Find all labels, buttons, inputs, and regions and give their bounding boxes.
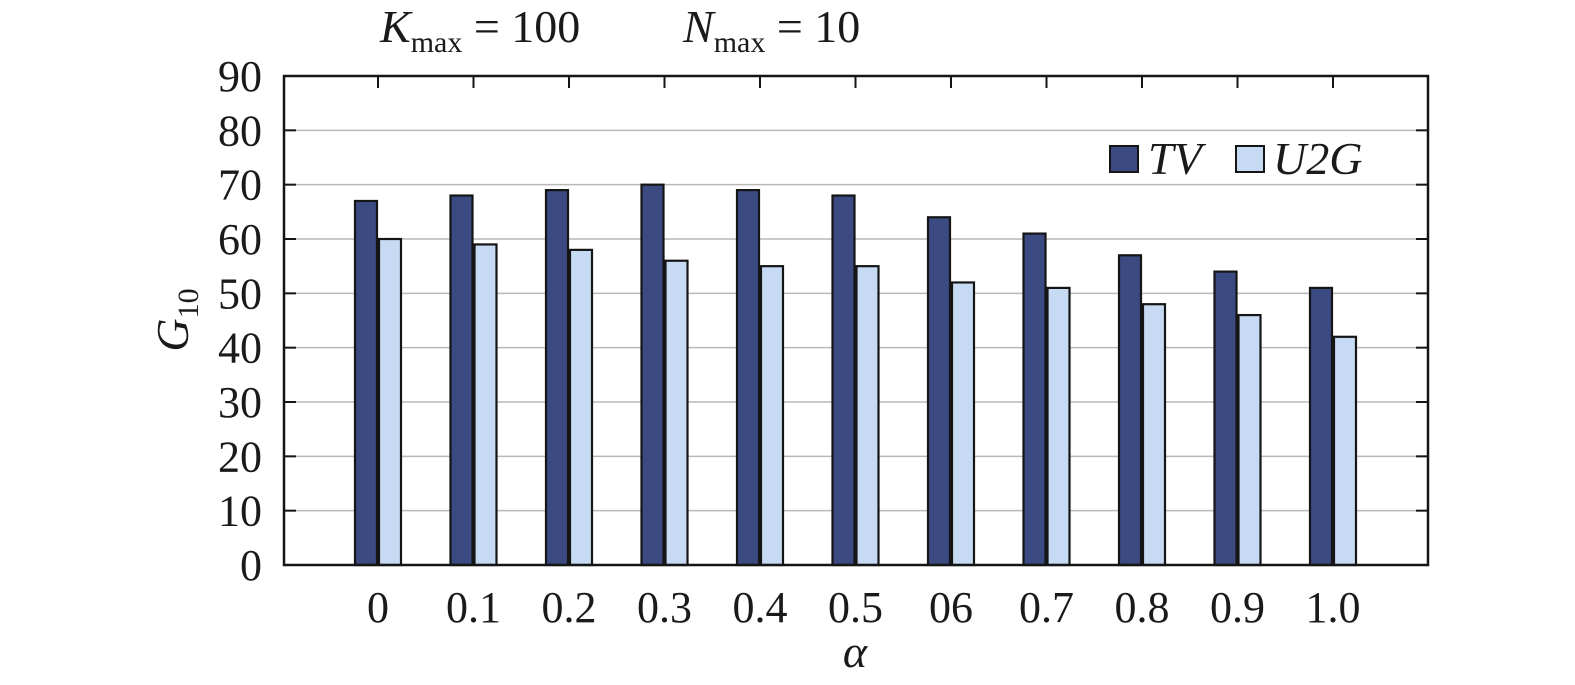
bar-u2g-5 [855, 265, 880, 567]
bar-tv-7 [1022, 232, 1047, 567]
legend-label-u2g: U2G [1273, 133, 1362, 184]
y-tick-label-70: 70 [218, 161, 262, 210]
legend: TV U2G [1109, 133, 1362, 184]
x-tick-label-10: 1.0 [1306, 583, 1361, 632]
bar-u2g-3 [664, 259, 689, 567]
axes [282, 74, 1430, 567]
x-tick-label-1: 0.1 [446, 583, 501, 632]
bar-tv-8 [1117, 254, 1143, 567]
x-tick-label-3: 0.3 [637, 583, 692, 632]
bar-u2g-1 [473, 243, 498, 567]
y-tick-label-30: 30 [218, 378, 262, 427]
bar-u2g-4 [759, 265, 785, 567]
x-tick-label-6: 06 [929, 583, 973, 632]
y-axis-label-subscript: 10 [172, 288, 205, 318]
bars [353, 183, 1358, 567]
bar-tv-9 [1213, 270, 1238, 567]
bar-u2g-0 [377, 237, 403, 567]
x-tick-labels: 0 0.1 0.2 0.3 0.4 0.5 06 0.7 0.8 0.9 1.0 [367, 583, 1361, 632]
bar-u2g-9 [1237, 313, 1262, 567]
param-kmax-value: = 100 [462, 1, 580, 52]
y-tick-label-40: 40 [218, 324, 262, 373]
bar-u2g-8 [1141, 303, 1167, 567]
bar-tv-4 [735, 189, 761, 567]
bar-tv-10 [1308, 286, 1334, 567]
x-tick-label-8: 0.8 [1115, 583, 1170, 632]
bar-u2g-6 [950, 281, 976, 567]
y-tick-label-80: 80 [218, 106, 262, 155]
y-tick-labels: 0 10 20 30 40 50 60 70 80 90 [218, 52, 262, 590]
bar-u2g-2 [568, 248, 594, 567]
y-tick-label-0: 0 [240, 541, 262, 590]
bar-tv-5 [831, 194, 856, 567]
param-kmax-symbol: K [379, 1, 413, 52]
x-tick-label-9: 0.9 [1210, 583, 1265, 632]
bar-tv-0 [353, 199, 379, 567]
bar-u2g-7 [1046, 286, 1071, 567]
legend-swatch-tv [1109, 145, 1139, 173]
y-axis-label-symbol: G [147, 318, 198, 351]
param-nmax: Nmax = 10 [682, 1, 860, 59]
y-tick-label-90: 90 [218, 52, 262, 101]
y-tick-label-60: 60 [218, 215, 262, 264]
legend-label-tv: TV [1148, 133, 1207, 184]
y-axis-label: G10 [147, 288, 205, 351]
bar-tv-6 [926, 216, 952, 567]
x-tick-label-4: 0.4 [733, 583, 788, 632]
y-tick-label-10: 10 [218, 487, 262, 536]
param-kmax-subscript: max [411, 26, 463, 59]
x-axis-label: α [843, 626, 868, 677]
bar-tv-3 [640, 183, 665, 567]
param-nmax-value: = 10 [765, 1, 860, 52]
param-kmax: Kmax = 100 [379, 1, 580, 59]
param-nmax-symbol: N [682, 1, 716, 52]
legend-swatch-u2g [1235, 145, 1265, 173]
param-nmax-subscript: max [714, 26, 766, 59]
y-tick-label-20: 20 [218, 432, 262, 481]
x-tick-label-7: 0.7 [1019, 583, 1074, 632]
bar-u2g-10 [1332, 335, 1358, 567]
bar-tv-1 [449, 194, 474, 567]
y-tick-label-50: 50 [218, 269, 262, 318]
x-tick-label-2: 0.2 [542, 583, 597, 632]
x-tick-label-0: 0 [367, 583, 389, 632]
x-tick-label-5: 0.5 [828, 583, 883, 632]
bar-tv-2 [544, 189, 570, 567]
